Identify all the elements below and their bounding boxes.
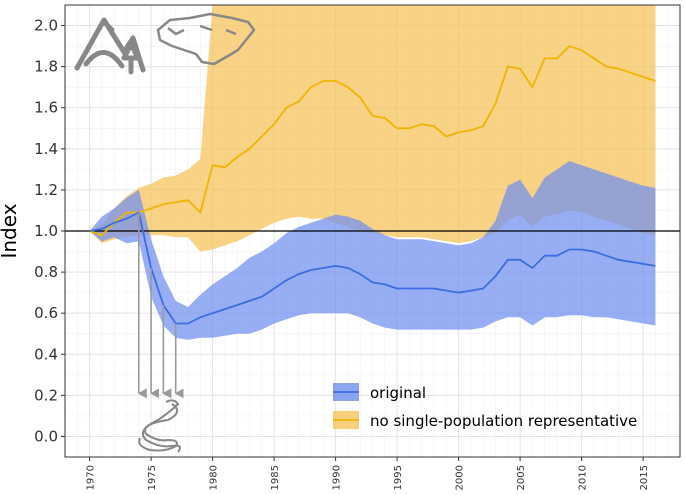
y-tick-label: 1.6 (34, 99, 58, 117)
x-tick-label: 1995 (393, 465, 404, 490)
y-axis-title: Index (0, 203, 21, 258)
legend-label-no-single: no single-population representative (370, 412, 637, 430)
greenland-map-icon (156, 12, 256, 66)
y-tick-label: 1.4 (34, 140, 58, 158)
x-tick-label: 2005 (516, 465, 527, 490)
y-tick-label: 0.4 (34, 345, 58, 363)
y-tick-label: 0.8 (34, 263, 58, 281)
x-tick-label: 1990 (332, 465, 343, 490)
y-tick-label: 1.0 (34, 222, 58, 240)
x-tick-label: 1975 (147, 465, 158, 490)
snake-icon (138, 399, 181, 453)
x-tick-label: 2015 (639, 465, 650, 490)
confidence-bands (89, 5, 656, 340)
y-tick-label: 1.8 (34, 58, 58, 76)
x-tick-label: 2000 (455, 465, 466, 490)
x-tick-label: 1980 (209, 465, 220, 490)
y-axis-ticks: 0.0 0.2 0.4 0.6 0.8 1.0 1.2 1.4 1.6 1.8 2.0 (34, 17, 65, 445)
y-tick-label: 2.0 (34, 17, 58, 35)
y-tick-label: 0.6 (34, 304, 58, 322)
x-tick-label: 1985 (270, 465, 281, 490)
x-tick-label: 2010 (578, 465, 589, 490)
y-tick-label: 0.0 (34, 427, 58, 445)
x-axis-ticks: 1970 1975 1980 1985 1990 1995 2000 2005 2010 2015 (86, 457, 650, 490)
crash-arrows (137, 212, 184, 399)
y-tick-label: 1.2 (34, 181, 58, 199)
legend-label-original: original (370, 384, 426, 402)
band-original (89, 161, 656, 340)
x-tick-label: 1970 (86, 465, 97, 490)
mountains-icon (74, 17, 146, 75)
legend: original no single-population representa… (333, 383, 637, 430)
line-no-single-population (89, 45, 656, 237)
y-tick-label: 0.2 (34, 386, 58, 404)
series-lines (89, 45, 656, 325)
line-original (89, 211, 656, 325)
